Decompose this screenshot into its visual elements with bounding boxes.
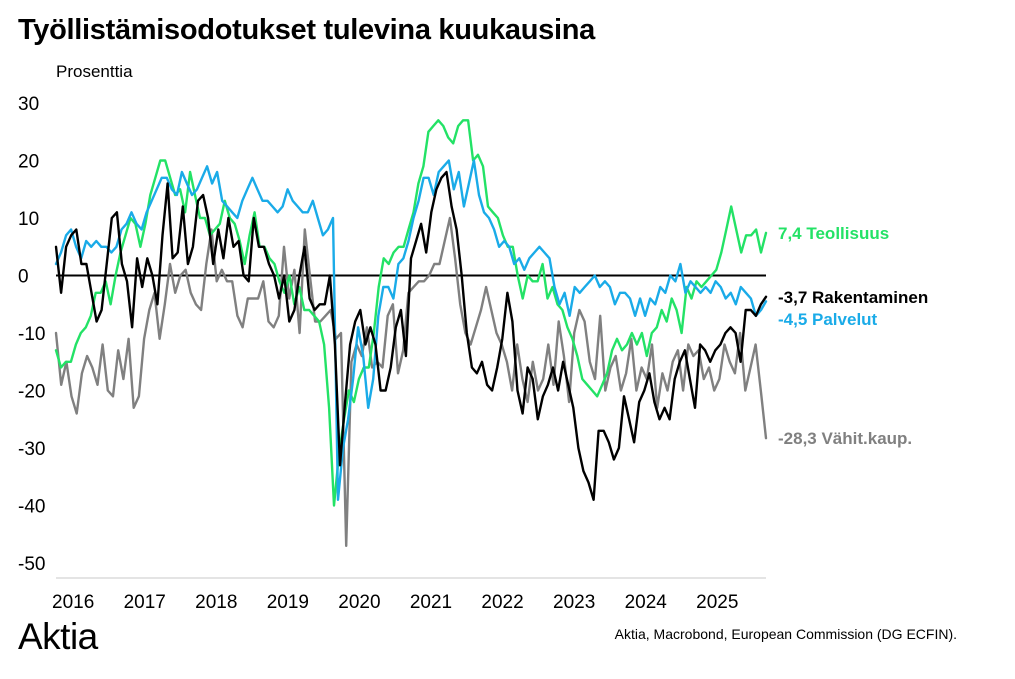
series-end-label: 7,4 Teollisuus	[778, 224, 889, 243]
x-tick-label: 2024	[625, 592, 668, 613]
series-end-label: -4,5 Palvelut	[778, 310, 878, 329]
y-tick-label: -50	[18, 554, 45, 575]
x-tick-label: 2018	[195, 592, 237, 613]
y-axis-ticks: 30 20 10 0 -10 -20 -30 -40 -50	[18, 94, 45, 575]
y-tick-label: 20	[18, 152, 39, 173]
series-line-palvelut	[54, 159, 768, 501]
y-tick-label: 10	[18, 209, 39, 230]
aktia-logo: Aktia	[18, 616, 98, 657]
series-end-label: -3,7 Rakentaminen	[778, 288, 928, 307]
series-line-v-hit-kaup-	[54, 216, 768, 547]
x-tick-label: 2021	[410, 592, 452, 613]
x-tick-label: 2019	[267, 592, 309, 613]
x-tick-label: 2017	[124, 592, 166, 613]
y-tick-label: -10	[18, 324, 45, 345]
series-line-rakentaminen	[54, 170, 768, 501]
x-tick-label: 2025	[696, 592, 738, 613]
x-tick-label: 2023	[553, 592, 595, 613]
series-lines	[54, 119, 768, 547]
x-tick-label: 2020	[338, 592, 380, 613]
y-tick-label: 0	[18, 267, 29, 288]
y-tick-label: 30	[18, 94, 39, 115]
y-tick-label: -40	[18, 497, 45, 518]
chart-title: Työllistämisodotukset tulevina kuukausin…	[18, 14, 595, 46]
source-note: Aktia, Macrobond, European Commission (D…	[614, 626, 957, 642]
x-axis-ticks: 2016 2017 2018 2019 2020 2021 2022 2023 2024 2025	[52, 592, 738, 613]
series-end-labels: 7,4 Teollisuus -3,7 Rakentaminen -4,5 Palv…	[778, 224, 928, 448]
y-axis-unit-label: Prosenttia	[56, 62, 133, 81]
y-tick-label: -30	[18, 439, 45, 460]
series-end-label: -28,3 Vähit.kaup.	[778, 429, 912, 448]
x-tick-label: 2016	[52, 592, 94, 613]
y-tick-label: -20	[18, 382, 45, 403]
x-tick-label: 2022	[481, 592, 523, 613]
